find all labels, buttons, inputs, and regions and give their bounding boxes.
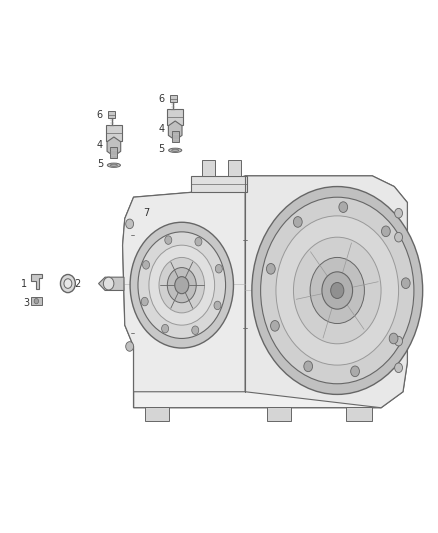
Bar (267, 407, 291, 421)
Circle shape (266, 263, 275, 274)
Polygon shape (123, 176, 407, 408)
Circle shape (395, 336, 403, 346)
Polygon shape (168, 121, 182, 140)
Circle shape (142, 261, 149, 269)
Text: 4: 4 (97, 140, 103, 150)
Text: 7: 7 (144, 208, 150, 218)
Text: 6: 6 (158, 94, 164, 103)
Circle shape (293, 237, 381, 344)
Circle shape (159, 257, 205, 313)
Polygon shape (191, 176, 247, 192)
Text: 3: 3 (23, 298, 29, 308)
Polygon shape (107, 137, 121, 156)
Text: 5: 5 (158, 144, 164, 154)
Circle shape (64, 279, 72, 288)
Polygon shape (31, 274, 42, 289)
Circle shape (389, 333, 398, 344)
Circle shape (215, 264, 223, 273)
Text: 4: 4 (158, 124, 164, 134)
Bar (228, 160, 241, 176)
Bar (167, 109, 183, 125)
Circle shape (304, 361, 313, 372)
Circle shape (351, 366, 360, 377)
Ellipse shape (172, 149, 179, 151)
Circle shape (130, 222, 233, 348)
Circle shape (322, 272, 353, 309)
Circle shape (339, 202, 348, 213)
Polygon shape (123, 192, 245, 392)
Bar (202, 160, 215, 176)
Circle shape (165, 236, 172, 244)
Circle shape (149, 245, 215, 325)
Bar (31, 297, 42, 305)
Bar (106, 125, 122, 141)
Ellipse shape (169, 148, 182, 152)
Circle shape (293, 216, 302, 227)
Circle shape (395, 208, 403, 218)
Circle shape (252, 187, 423, 394)
Bar (145, 407, 169, 421)
Circle shape (162, 325, 169, 333)
Bar (170, 95, 177, 102)
Circle shape (34, 298, 39, 304)
Circle shape (141, 297, 148, 306)
Bar (110, 147, 117, 158)
Circle shape (195, 237, 202, 246)
Circle shape (310, 257, 364, 324)
Circle shape (103, 277, 114, 290)
Circle shape (271, 320, 279, 331)
Circle shape (401, 278, 410, 288)
Circle shape (395, 363, 403, 373)
Circle shape (126, 342, 134, 351)
Polygon shape (245, 176, 407, 408)
Bar (172, 131, 179, 142)
Ellipse shape (107, 163, 120, 167)
Circle shape (60, 274, 75, 293)
Circle shape (214, 301, 221, 310)
Circle shape (192, 326, 199, 335)
Bar (108, 111, 115, 118)
Circle shape (381, 226, 390, 237)
Circle shape (395, 232, 403, 242)
Text: 6: 6 (97, 110, 103, 119)
Circle shape (138, 232, 226, 338)
Circle shape (167, 268, 196, 303)
Circle shape (276, 216, 399, 365)
Circle shape (175, 277, 189, 294)
Ellipse shape (110, 164, 117, 166)
Text: 2: 2 (74, 279, 80, 288)
Circle shape (126, 219, 134, 229)
Bar (346, 407, 372, 421)
Circle shape (261, 197, 414, 384)
Circle shape (331, 282, 344, 298)
Text: 1: 1 (21, 279, 27, 288)
Polygon shape (99, 277, 124, 290)
Text: 5: 5 (97, 159, 103, 169)
